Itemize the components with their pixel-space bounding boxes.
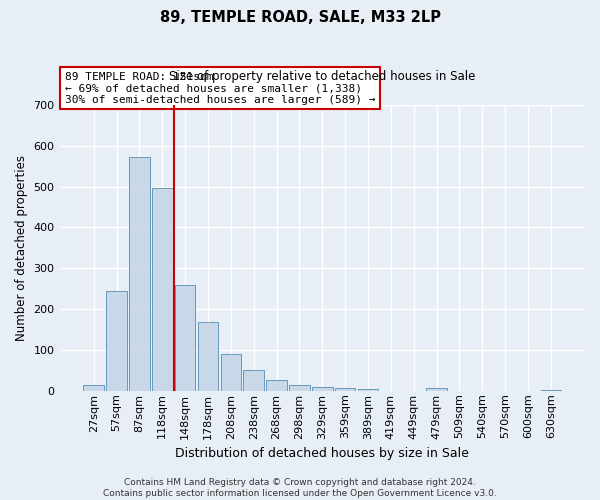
Bar — [129, 157, 150, 391]
Text: Contains HM Land Registry data © Crown copyright and database right 2024.
Contai: Contains HM Land Registry data © Crown c… — [103, 478, 497, 498]
Bar — [83, 386, 104, 391]
Bar — [312, 386, 332, 391]
Bar — [244, 370, 264, 391]
Bar — [266, 380, 287, 391]
Title: Size of property relative to detached houses in Sale: Size of property relative to detached ho… — [169, 70, 475, 83]
Bar — [175, 284, 196, 391]
Bar — [106, 290, 127, 391]
Bar — [335, 388, 355, 391]
Bar — [221, 354, 241, 391]
Text: 89, TEMPLE ROAD, SALE, M33 2LP: 89, TEMPLE ROAD, SALE, M33 2LP — [160, 10, 440, 25]
Y-axis label: Number of detached properties: Number of detached properties — [15, 155, 28, 341]
Bar — [289, 385, 310, 391]
Bar — [358, 389, 378, 391]
Text: 89 TEMPLE ROAD: 151sqm
← 69% of detached houses are smaller (1,338)
30% of semi-: 89 TEMPLE ROAD: 151sqm ← 69% of detached… — [65, 72, 375, 105]
Bar — [152, 188, 173, 391]
X-axis label: Distribution of detached houses by size in Sale: Distribution of detached houses by size … — [175, 447, 469, 460]
Bar — [541, 390, 561, 391]
Bar — [426, 388, 447, 391]
Bar — [198, 322, 218, 391]
